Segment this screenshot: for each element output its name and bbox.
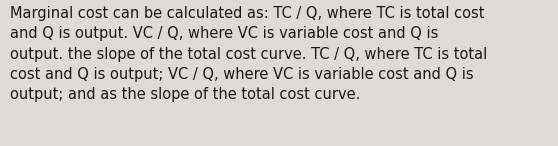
Text: Marginal cost can be calculated as: TC / Q, where TC is total cost
and Q is outp: Marginal cost can be calculated as: TC /…	[10, 6, 487, 102]
